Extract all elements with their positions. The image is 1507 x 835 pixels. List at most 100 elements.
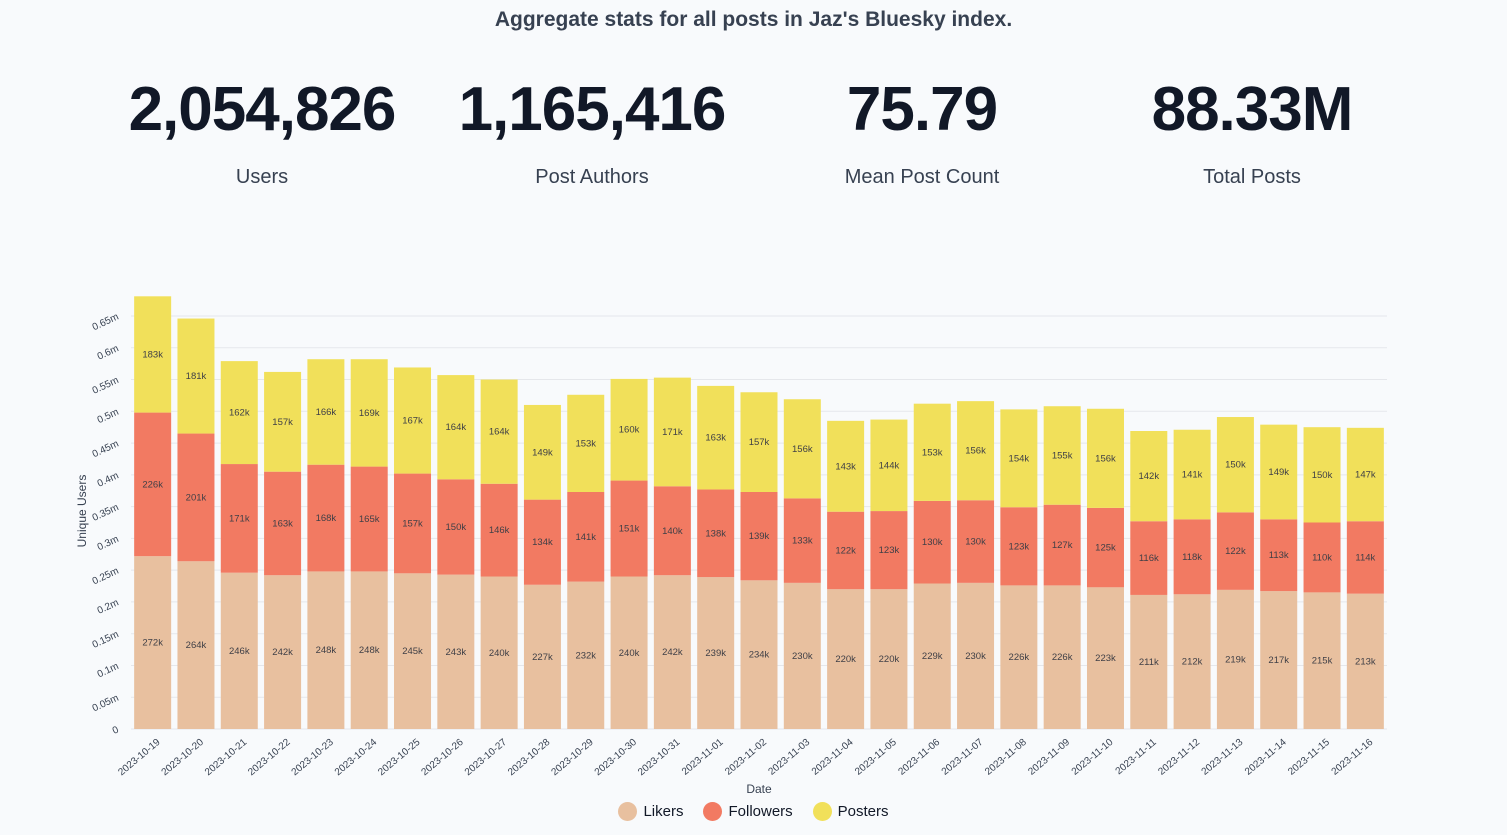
bar-segment-likers <box>1130 594 1168 729</box>
bar-data-label: 156k <box>792 444 813 455</box>
bar-segment-posters <box>1260 424 1298 520</box>
bar-segment-followers <box>957 500 995 583</box>
stat-value: 88.33M <box>1151 75 1354 144</box>
bar-segment-followers <box>1260 519 1298 592</box>
bar-data-label: 163k <box>705 433 726 444</box>
bar-segment-followers <box>437 479 475 575</box>
bar-segment-posters <box>957 401 995 501</box>
bar-data-label: 149k <box>1268 467 1289 478</box>
bar-data-label: 171k <box>662 427 683 438</box>
bar-segment-followers <box>827 511 865 590</box>
legend-label: Followers <box>728 803 793 820</box>
bar-segment-followers <box>567 492 605 582</box>
x-tick-label: 2023-11-10 <box>1070 737 1116 778</box>
legend-item-followers[interactable]: Followers <box>703 802 793 821</box>
bar-segment-likers <box>134 556 172 729</box>
x-tick-label: 2023-11-03 <box>767 737 813 778</box>
bar-data-label: 167k <box>402 416 423 427</box>
bar-segment-likers <box>1000 585 1038 729</box>
bar-data-label: 133k <box>792 536 813 547</box>
bar-segment-followers <box>1216 512 1254 590</box>
bar-data-label: 165k <box>359 514 380 525</box>
bar-segment-posters <box>827 420 865 512</box>
bar-data-label: 220k <box>835 654 856 665</box>
bar-segment-posters <box>1173 429 1211 520</box>
bar-segment-followers <box>1303 522 1341 593</box>
bar-segment-posters <box>653 377 691 487</box>
bar-segment-followers <box>220 464 258 573</box>
x-tick-label: 2023-11-02 <box>723 737 769 778</box>
bar-data-label: 118k <box>1182 552 1202 563</box>
bar-data-label: 226k <box>1052 652 1073 663</box>
legend-item-likers[interactable]: Likers <box>618 802 683 821</box>
bar-data-label: 127k <box>1052 540 1073 551</box>
followers-swatch-icon <box>703 802 723 821</box>
bar-data-label: 163k <box>272 518 293 529</box>
y-tick-label: 0.05m <box>91 693 121 715</box>
bar-data-label: 113k <box>1269 550 1289 561</box>
stat-label: Mean Post Count <box>844 166 1000 188</box>
bar-segment-followers <box>653 486 691 576</box>
bar-segment-posters <box>220 361 258 465</box>
bar-data-label: 156k <box>965 446 986 457</box>
x-tick-label: 2023-11-13 <box>1200 737 1246 778</box>
y-tick-label: 0.25m <box>91 566 121 588</box>
x-tick-label: 2023-11-14 <box>1243 737 1289 778</box>
bar-data-label: 138k <box>705 528 726 539</box>
bar-segment-likers <box>350 571 388 729</box>
bar-segment-followers <box>1043 504 1081 586</box>
bar-data-label: 134k <box>532 537 553 548</box>
bar-segment-likers <box>523 584 561 729</box>
bar-segment-likers <box>220 572 258 729</box>
bar-data-label: 122k <box>1225 546 1246 557</box>
bar-data-label: 243k <box>446 647 467 658</box>
bar-data-label: 164k <box>489 427 510 438</box>
x-axis-title: Date <box>746 782 772 796</box>
bar-segment-posters <box>437 375 475 480</box>
y-tick-label: 0.15m <box>91 629 121 651</box>
bar-data-label: 239k <box>705 648 726 659</box>
bar-segment-likers <box>913 583 951 729</box>
bar-data-label: 240k <box>489 648 510 659</box>
y-tick-label: 0.65m <box>91 311 121 333</box>
likers-swatch-icon <box>618 802 638 821</box>
bar-data-label: 219k <box>1225 654 1246 665</box>
bar-data-label: 150k <box>1225 460 1246 471</box>
bar-data-label: 157k <box>272 417 293 428</box>
bar-segment-likers <box>1216 589 1254 729</box>
bar-data-label: 151k <box>619 524 640 535</box>
bar-data-label: 226k <box>142 479 163 490</box>
x-tick-label: 2023-11-05 <box>853 737 899 778</box>
y-tick-label: 0.45m <box>91 439 121 461</box>
bar-segment-posters <box>913 403 951 501</box>
bar-data-label: 223k <box>1095 653 1116 664</box>
bar-data-label: 215k <box>1312 656 1333 667</box>
bar-segment-followers <box>1346 521 1384 594</box>
bar-segment-likers <box>957 582 995 729</box>
x-tick-label: 2023-11-12 <box>1156 737 1202 778</box>
bar-data-label: 166k <box>316 407 337 418</box>
bar-segment-likers <box>697 577 735 729</box>
legend-item-posters[interactable]: Posters <box>812 802 889 821</box>
bar-segment-followers <box>913 500 951 584</box>
bar-segment-posters <box>264 371 302 472</box>
bar-segment-likers <box>480 576 518 729</box>
bar-segment-posters <box>697 385 735 490</box>
y-tick-label: 0.55m <box>91 375 121 397</box>
bar-segment-followers <box>610 480 648 577</box>
y-tick-label: 0.4m <box>96 470 121 489</box>
bar-segment-followers <box>177 433 215 562</box>
bar-data-label: 142k <box>1138 471 1159 482</box>
bar-data-label: 110k <box>1312 552 1332 563</box>
bar-segment-likers <box>1086 587 1124 729</box>
bar-data-label: 227k <box>532 652 553 663</box>
bar-data-label: 230k <box>792 651 813 662</box>
posters-swatch-icon <box>812 802 832 821</box>
y-tick-label: 0.2m <box>96 597 121 616</box>
bar-segment-followers <box>350 466 388 572</box>
bar-data-label: 114k <box>1355 552 1375 563</box>
bar-data-label: 217k <box>1268 655 1289 666</box>
x-tick-label: 2023-11-06 <box>896 737 942 778</box>
stat-total-posts: 88.33M Total Posts <box>1082 72 1422 189</box>
bar-segment-followers <box>783 498 821 583</box>
